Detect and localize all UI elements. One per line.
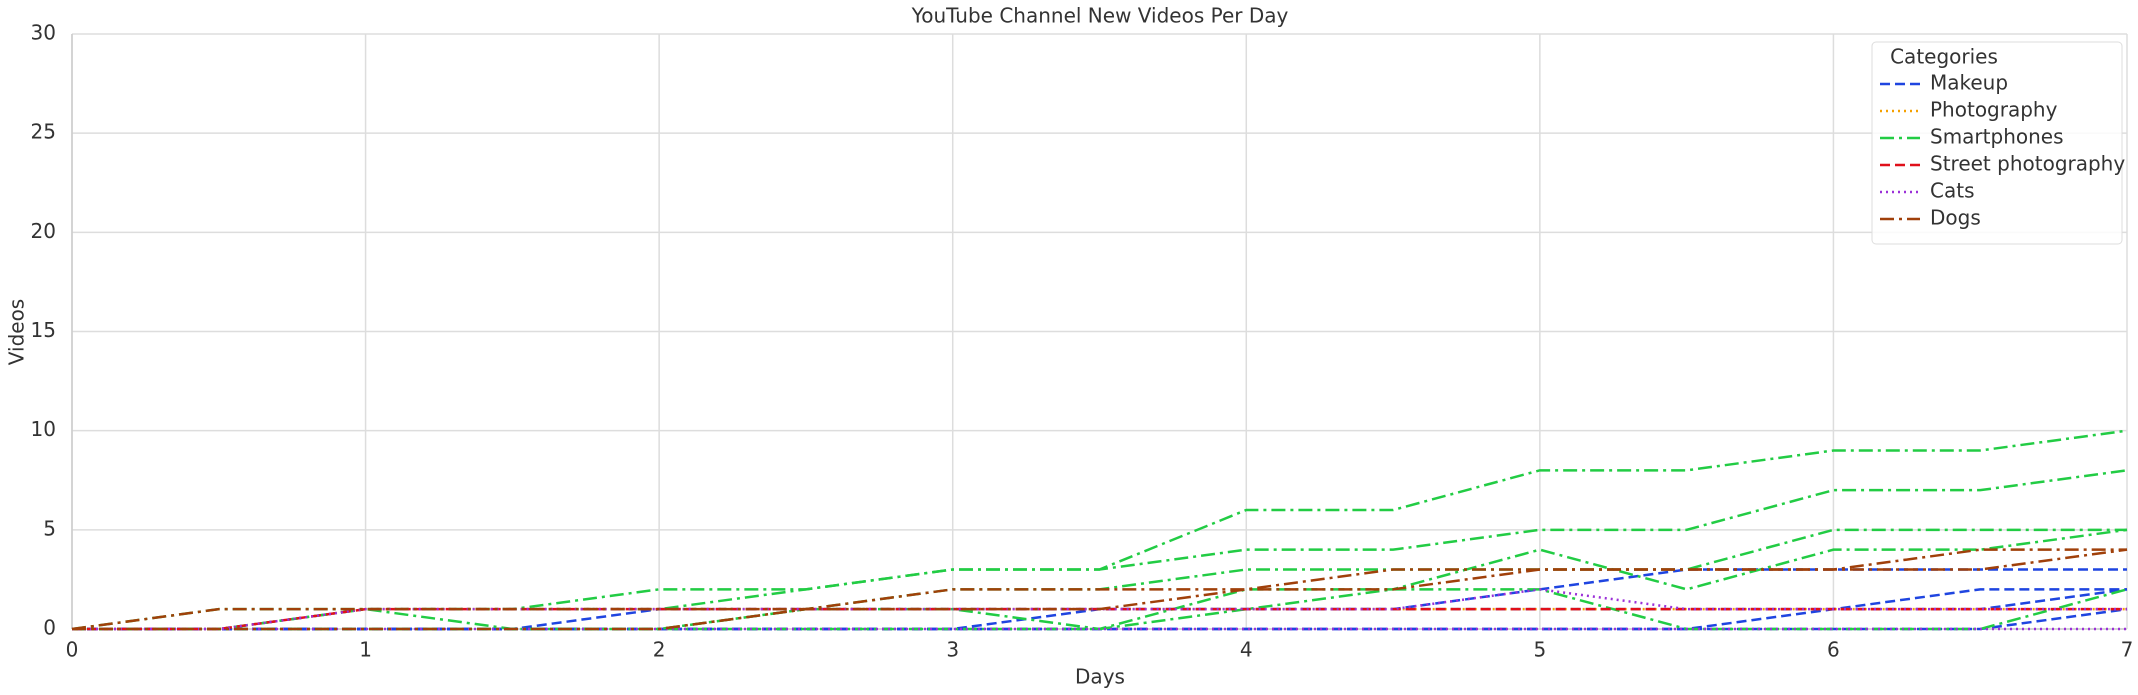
x-tick-label: 4 (1240, 638, 1253, 662)
legend-label: Dogs (1930, 206, 1981, 230)
legend-box (1871, 41, 2123, 245)
x-axis-label: Days (1075, 665, 1125, 689)
legend-title: Categories (1890, 45, 1998, 69)
chart-title: YouTube Channel New Videos Per Day (911, 4, 1289, 28)
y-tick-label: 15 (31, 318, 56, 342)
line (72, 528, 2127, 631)
x-tick-label: 7 (2121, 638, 2134, 662)
y-tick-label: 30 (31, 21, 56, 45)
y-tick-label: 25 (31, 120, 56, 144)
legend-label: Photography (1930, 98, 2058, 122)
x-tick-label: 1 (359, 638, 372, 662)
line (72, 469, 2128, 631)
x-tick-label: 0 (66, 638, 79, 662)
y-tick-label: 20 (31, 219, 56, 243)
legend-label: Smartphones (1930, 125, 2064, 149)
y-tick-label: 5 (43, 516, 56, 540)
y-tick-label: 10 (31, 417, 56, 441)
line (72, 528, 2128, 631)
legend-label: Makeup (1930, 71, 2008, 95)
line (71, 548, 2127, 631)
y-tick-label: 0 (43, 616, 56, 640)
line (72, 568, 2127, 631)
legend-label: Street photography (1930, 152, 2125, 176)
line (72, 548, 2128, 631)
x-tick-label: 3 (946, 638, 959, 662)
x-tick-label: 6 (1827, 638, 1840, 662)
legend-label: Cats (1930, 179, 1974, 203)
x-tick-label: 2 (653, 638, 666, 662)
x-tick-label: 5 (1533, 638, 1546, 662)
y-axis-label: Videos (5, 299, 29, 365)
